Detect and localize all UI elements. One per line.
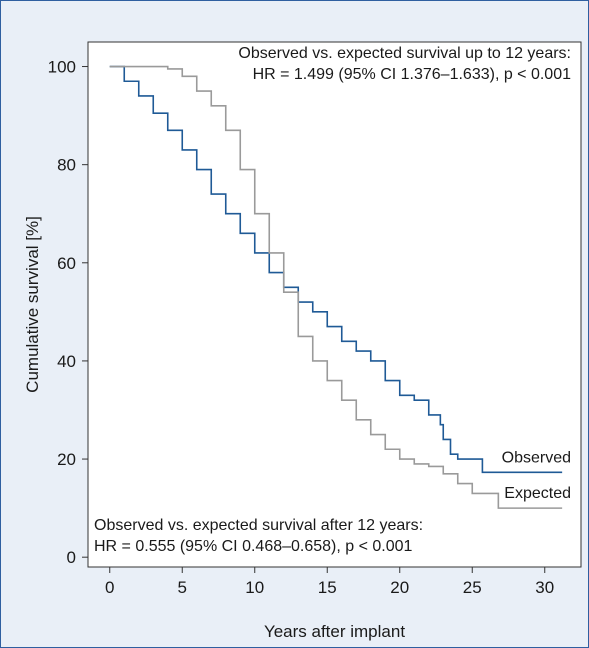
y-tick-label: 40 [57, 352, 76, 371]
y-tick-label: 0 [67, 548, 76, 567]
series-layer [109, 65, 563, 509]
y-tick-label: 100 [48, 58, 76, 77]
x-axis-label: Years after implant [264, 622, 405, 641]
plot-area [87, 41, 582, 568]
y-tick-label: 60 [57, 254, 76, 273]
y-axis-label: Cumulative survival [%] [23, 216, 42, 393]
x-tick-label: 15 [318, 578, 337, 597]
annotation-bottom-left-line-1: Observed vs. expected survival after 12 … [94, 517, 423, 534]
series-line-observed [109, 65, 563, 474]
annotation-layer: Observed Expected Observed vs. expected su… [94, 45, 571, 555]
x-tick-label: 30 [535, 578, 554, 597]
y-tick-label: 80 [57, 156, 76, 175]
ticks-layer: 0 5 10 15 20 25 30 0 20 40 60 80 100 Years after impl… [23, 58, 554, 641]
annotation-top-right-line-1: Observed vs. expected survival up to 12 … [238, 45, 571, 62]
legend-label-observed: Observed [502, 449, 571, 466]
axes [87, 41, 582, 568]
x-tick-label: 5 [178, 578, 187, 597]
series-line-expected [109, 65, 563, 509]
x-tick-label: 20 [390, 578, 409, 597]
x-tick-label: 0 [105, 578, 114, 597]
legend-label-expected: Expected [504, 485, 571, 502]
annotation-top-right-line-2: HR = 1.499 (95% CI 1.376–1.633), p < 0.0… [253, 66, 572, 83]
x-tick-label: 10 [245, 578, 264, 597]
annotation-bottom-left-line-2: HR = 0.555 (95% CI 0.468–0.658), p < 0.0… [94, 538, 413, 555]
x-tick-label: 25 [463, 578, 482, 597]
y-tick-label: 20 [57, 450, 76, 469]
